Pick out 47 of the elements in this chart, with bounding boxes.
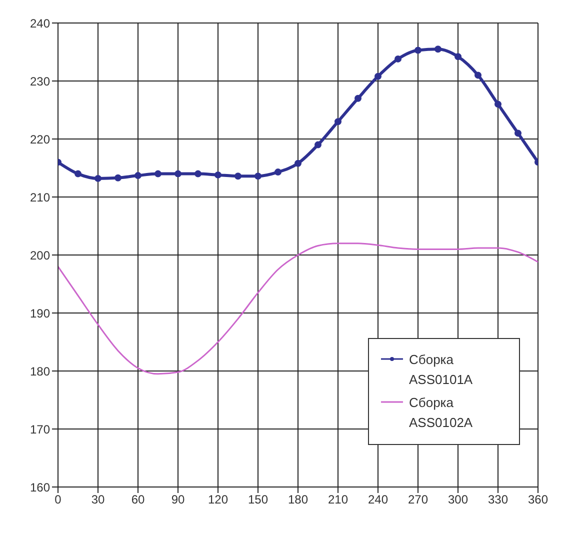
point	[414, 46, 422, 54]
point	[294, 160, 302, 167]
point	[214, 171, 222, 178]
point	[454, 53, 462, 60]
x-tick-label: 180	[288, 492, 308, 507]
point	[354, 94, 362, 102]
point	[434, 46, 442, 53]
x-tick-label: 150	[248, 492, 268, 507]
x-tick-label: 330	[488, 492, 508, 507]
point	[94, 174, 102, 182]
point	[314, 141, 322, 148]
point	[194, 170, 202, 178]
y-tick-label: 170	[30, 422, 50, 436]
x-tick-label: 90	[171, 492, 185, 507]
point	[274, 168, 282, 176]
y-tick-label: 240	[30, 16, 50, 30]
point	[334, 118, 342, 126]
x-tick-label: 360	[528, 492, 548, 507]
x-tick-label: 0	[54, 492, 62, 507]
point	[254, 172, 262, 180]
point	[74, 170, 82, 178]
point	[394, 55, 402, 62]
point	[134, 172, 142, 180]
x-tick-label: 270	[408, 492, 428, 507]
y-tick-label: 210	[30, 190, 50, 204]
y-tick-label: 160	[30, 480, 50, 494]
y-tick-label: 230	[30, 74, 50, 88]
x-tick-label: 210	[328, 492, 348, 507]
point	[174, 170, 182, 178]
point	[374, 72, 382, 80]
point	[494, 100, 502, 108]
x-tick-label: 60	[131, 492, 145, 507]
y-tick-label: 180	[30, 364, 50, 378]
point	[154, 170, 162, 178]
y-tick-label: 220	[30, 132, 50, 146]
y-tick-label: 190	[30, 306, 50, 320]
point	[234, 172, 242, 180]
x-tick-label: 300	[448, 492, 468, 507]
x-tick-label: 120	[208, 492, 228, 507]
legend-label: Сборка ASS0101A	[409, 351, 474, 389]
y-tick-label: 200	[30, 248, 50, 262]
x-tick-label: 240	[368, 492, 388, 507]
point	[474, 72, 482, 79]
point	[114, 174, 122, 182]
x-tick-label: 30	[91, 492, 105, 507]
point	[514, 130, 522, 137]
legend-label: Сборка ASS0102A	[409, 394, 474, 432]
